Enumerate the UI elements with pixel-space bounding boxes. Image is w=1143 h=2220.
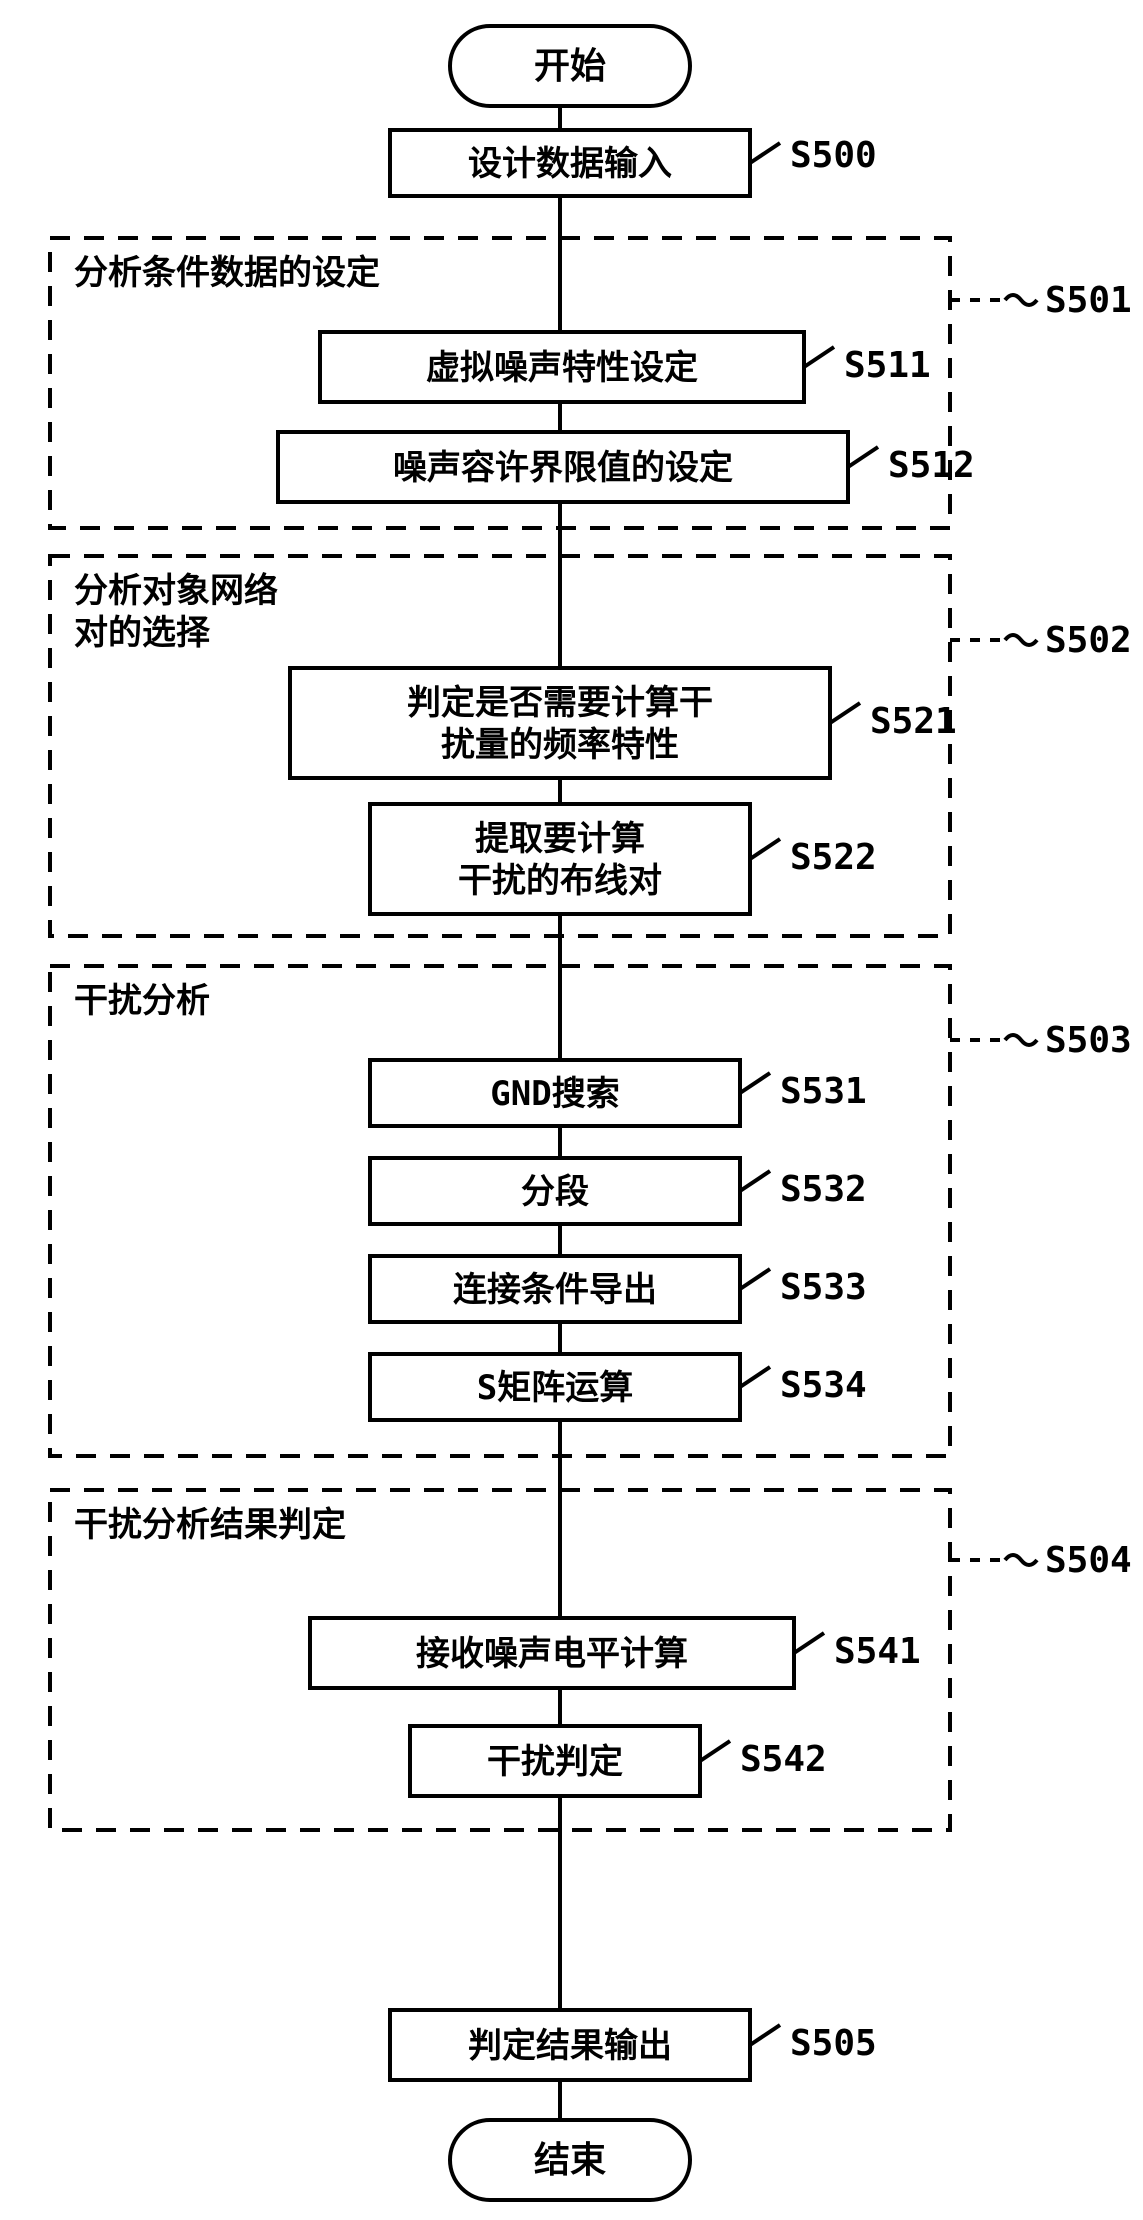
svg-text:连接条件导出: 连接条件导出 <box>453 1270 657 1310</box>
step-label: S534 <box>780 1365 867 1406</box>
step-label: S522 <box>790 837 877 878</box>
svg-text:分段: 分段 <box>521 1172 589 1212</box>
svg-text:S503: S503 <box>1045 1020 1132 1061</box>
svg-text:分析对象网络: 分析对象网络 <box>74 571 278 611</box>
group-title: 分析条件数据的设定 <box>74 253 380 293</box>
svg-text:S534: S534 <box>780 1365 867 1406</box>
svg-text:分析条件数据的设定: 分析条件数据的设定 <box>74 253 380 293</box>
step-text: 判定结果输出 <box>468 2026 672 2066</box>
group-label: S503 <box>1045 1020 1132 1061</box>
terminal-text: 结束 <box>534 2140 606 2181</box>
step-label: S512 <box>888 445 975 486</box>
svg-text:S500: S500 <box>790 135 877 176</box>
svg-text:S511: S511 <box>844 345 931 386</box>
svg-text:干扰判定: 干扰判定 <box>487 1742 623 1782</box>
svg-text:S533: S533 <box>780 1267 867 1308</box>
svg-text:提取要计算: 提取要计算 <box>475 819 645 859</box>
svg-text:S522: S522 <box>790 837 877 878</box>
group-title: 分析对象网络对的选择 <box>74 571 278 653</box>
svg-text:设计数据输入: 设计数据输入 <box>468 144 672 184</box>
step-text: 连接条件导出 <box>453 1270 657 1310</box>
group-label: S502 <box>1045 620 1132 661</box>
step-label: S511 <box>844 345 931 386</box>
step-label: S531 <box>780 1071 867 1112</box>
svg-text:干扰的布线对: 干扰的布线对 <box>458 861 662 901</box>
svg-text:S501: S501 <box>1045 280 1132 321</box>
step-text: 判定是否需要计算干扰量的频率特性 <box>407 683 713 765</box>
svg-text:噪声容许界限值的设定: 噪声容许界限值的设定 <box>393 448 733 488</box>
svg-text:结束: 结束 <box>534 2140 606 2181</box>
step-text: S矩阵运算 <box>477 1368 633 1408</box>
svg-text:对的选择: 对的选择 <box>74 613 211 653</box>
svg-text:S505: S505 <box>790 2023 877 2064</box>
svg-text:GND搜索: GND搜索 <box>490 1074 619 1114</box>
step-label: S533 <box>780 1267 867 1308</box>
svg-text:干扰分析: 干扰分析 <box>74 981 210 1021</box>
svg-text:判定结果输出: 判定结果输出 <box>468 2026 672 2066</box>
svg-text:S531: S531 <box>780 1071 867 1112</box>
step-text: 提取要计算干扰的布线对 <box>458 819 662 901</box>
step-text: 干扰判定 <box>487 1742 623 1782</box>
group-label: S501 <box>1045 280 1132 321</box>
group-title: 干扰分析 <box>74 981 210 1021</box>
step-label: S521 <box>870 701 957 742</box>
step-text: 噪声容许界限值的设定 <box>393 448 733 488</box>
step-text: 设计数据输入 <box>468 144 672 184</box>
svg-text:干扰分析结果判定: 干扰分析结果判定 <box>74 1505 346 1545</box>
svg-text:S512: S512 <box>888 445 975 486</box>
svg-text:扰量的频率特性: 扰量的频率特性 <box>441 725 679 765</box>
svg-text:开始: 开始 <box>534 46 606 87</box>
step-label: S500 <box>790 135 877 176</box>
step-text: 接收噪声电平计算 <box>416 1634 688 1674</box>
step-label: S542 <box>740 1739 827 1780</box>
svg-text:虚拟噪声特性设定: 虚拟噪声特性设定 <box>426 348 698 388</box>
svg-text:S矩阵运算: S矩阵运算 <box>477 1368 633 1408</box>
step-label: S541 <box>834 1631 921 1672</box>
svg-text:接收噪声电平计算: 接收噪声电平计算 <box>416 1634 688 1674</box>
svg-text:S532: S532 <box>780 1169 867 1210</box>
group-label: S504 <box>1045 1540 1132 1581</box>
step-text: 虚拟噪声特性设定 <box>426 348 698 388</box>
svg-text:判定是否需要计算干: 判定是否需要计算干 <box>407 683 713 723</box>
svg-text:S521: S521 <box>870 701 957 742</box>
svg-text:S502: S502 <box>1045 620 1132 661</box>
step-label: S532 <box>780 1169 867 1210</box>
step-label: S505 <box>790 2023 877 2064</box>
svg-text:S541: S541 <box>834 1631 921 1672</box>
terminal-text: 开始 <box>534 46 606 87</box>
svg-text:S542: S542 <box>740 1739 827 1780</box>
svg-text:S504: S504 <box>1045 1540 1132 1581</box>
step-text: 分段 <box>521 1172 589 1212</box>
group-title: 干扰分析结果判定 <box>74 1505 346 1545</box>
step-text: GND搜索 <box>490 1074 619 1114</box>
